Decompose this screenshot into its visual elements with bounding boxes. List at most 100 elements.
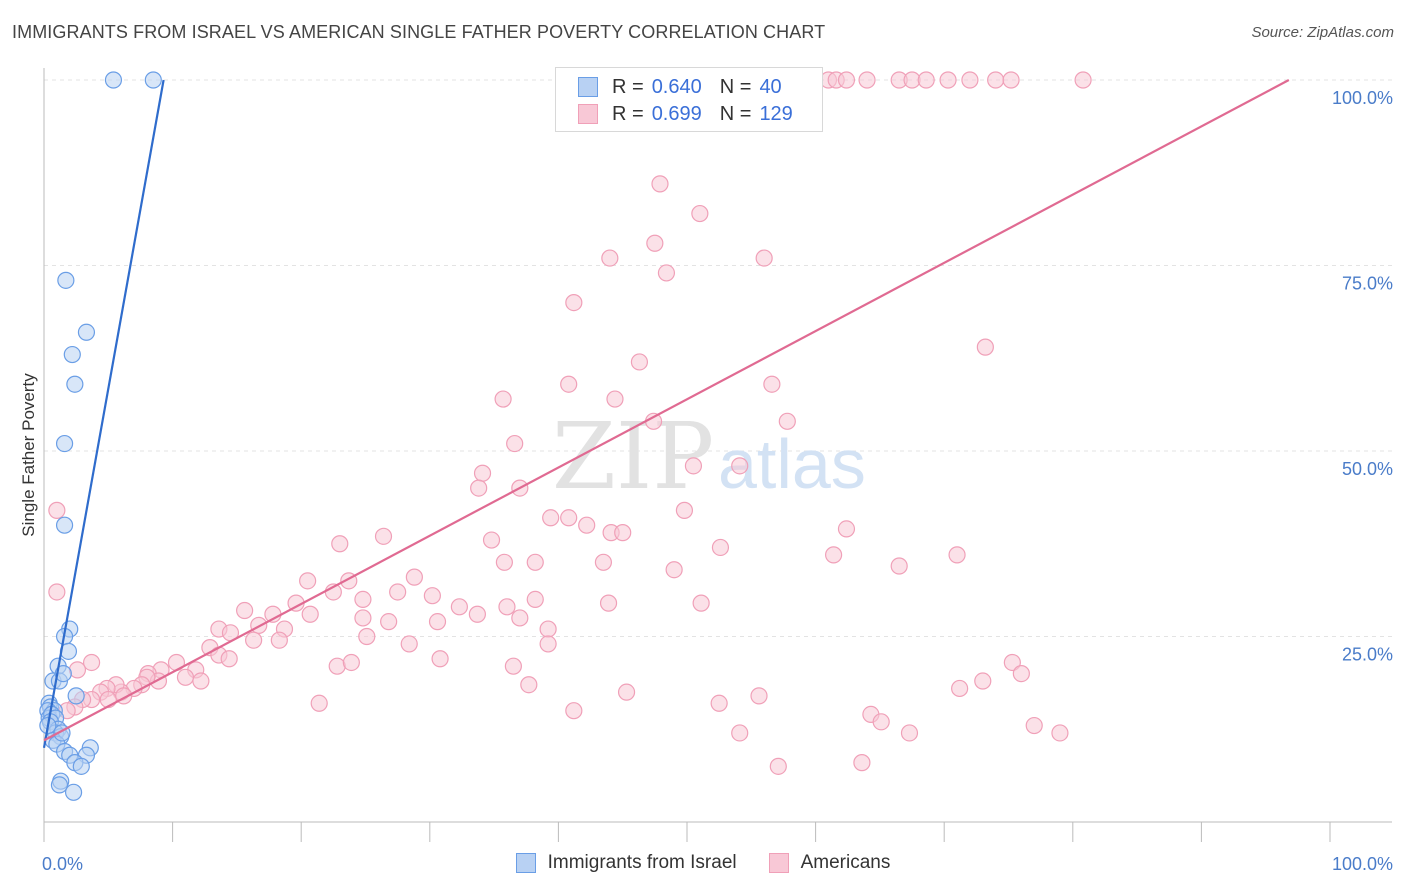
americans-point	[606, 390, 624, 408]
y-tick-label: 75.0%	[1342, 274, 1393, 294]
americans-point	[565, 702, 583, 720]
americans-point	[710, 694, 728, 712]
israel-point	[54, 664, 72, 683]
y-tick-label: 25.0%	[1342, 645, 1393, 665]
americans-point	[423, 587, 441, 605]
israel-point	[50, 776, 69, 794]
americans-point	[890, 557, 908, 575]
americans-point	[220, 650, 238, 668]
americans-point	[646, 234, 664, 252]
americans-point	[560, 509, 578, 527]
israel-point	[63, 345, 81, 364]
legend-r-value: 0.640	[651, 75, 702, 98]
americans-point	[684, 457, 703, 475]
americans-point	[778, 412, 796, 430]
americans-point	[731, 457, 749, 475]
americans-point	[389, 583, 407, 601]
americans-point	[837, 520, 856, 538]
americans-point	[299, 572, 317, 590]
americans-point	[270, 631, 288, 649]
israel-point	[55, 516, 74, 534]
israel-point	[57, 271, 75, 289]
legend-label-israel: Immigrants from Israel	[547, 852, 737, 873]
americans-point	[769, 757, 787, 775]
americans-point	[644, 412, 663, 430]
americans-point	[192, 672, 210, 690]
americans-point	[617, 683, 636, 701]
israel-point	[55, 434, 74, 453]
americans-point	[374, 527, 393, 545]
americans-point	[825, 546, 843, 564]
legend-swatch-israel	[578, 77, 598, 97]
americans-point	[354, 590, 372, 609]
legend-swatch-israel	[515, 853, 536, 873]
americans-point	[1003, 653, 1021, 672]
legend-label-americans: Americans	[800, 852, 891, 873]
americans-point	[917, 71, 935, 89]
legend-item-americans: Americans	[768, 852, 891, 874]
legend-n-label: N =	[719, 102, 752, 125]
americans-point	[82, 653, 101, 672]
americans-point	[482, 531, 501, 549]
americans-point	[301, 605, 319, 623]
chart-title: IMMIGRANTS FROM ISRAEL VS AMERICAN SINGL…	[12, 22, 826, 42]
americans-point	[565, 294, 583, 312]
grid-lines	[44, 79, 1392, 637]
legend-r-value: 0.699	[651, 102, 702, 125]
americans-point	[245, 631, 263, 649]
americans-point	[68, 661, 87, 679]
americans-point	[431, 650, 449, 668]
americans-point	[526, 590, 544, 609]
israel-point	[104, 71, 123, 89]
americans-point	[939, 71, 957, 89]
americans-point	[498, 598, 516, 616]
legend-r-label: R =	[612, 75, 644, 98]
americans-point	[342, 653, 360, 672]
americans-point	[473, 464, 492, 482]
americans-point	[560, 375, 578, 393]
americans-trend-line	[43, 79, 1290, 742]
americans-point	[763, 375, 781, 393]
americans-point	[599, 594, 618, 612]
x-tick-label: 0.0%	[42, 854, 83, 874]
y-tick-label: 50.0%	[1342, 459, 1393, 479]
americans-point	[495, 553, 513, 571]
tick-labels: 25.0% 50.0% 75.0% 100.0% 0.0% 100.0%	[42, 88, 1393, 874]
americans-point	[657, 264, 676, 282]
americans-point	[872, 713, 890, 731]
legend-swatch-americans	[578, 104, 598, 124]
legend-item-israel: Immigrants from Israel	[515, 852, 737, 874]
watermark: ZIP atlas	[552, 403, 866, 510]
americans-point	[494, 390, 512, 408]
americans-point	[675, 501, 694, 519]
americans-point	[48, 583, 66, 601]
americans-point	[601, 249, 619, 267]
legend-r-label: R =	[612, 102, 644, 125]
americans-point	[948, 546, 966, 564]
americans-point	[692, 594, 710, 612]
americans-point	[691, 204, 709, 223]
americans-point	[755, 249, 773, 267]
americans-point	[400, 635, 418, 653]
americans-point	[630, 353, 649, 371]
americans-point	[539, 620, 557, 638]
israel-point	[144, 71, 162, 89]
source-label: Source: ZipAtlas.com	[1251, 24, 1394, 41]
americans-point	[331, 535, 349, 553]
americans-point	[1002, 71, 1020, 89]
americans-point	[711, 538, 730, 557]
israel-point	[66, 375, 84, 393]
americans-point	[380, 613, 398, 631]
americans-point	[468, 605, 486, 623]
americans-point	[594, 553, 613, 571]
americans-point	[731, 724, 749, 742]
americans-point	[236, 601, 254, 620]
israel-point	[72, 757, 90, 775]
americans-point	[1074, 71, 1092, 89]
americans-point	[976, 338, 994, 356]
americans-point	[504, 657, 522, 675]
americans-point	[328, 657, 346, 675]
americans-point	[358, 627, 376, 646]
americans-point	[526, 553, 544, 571]
americans-point	[853, 754, 871, 772]
